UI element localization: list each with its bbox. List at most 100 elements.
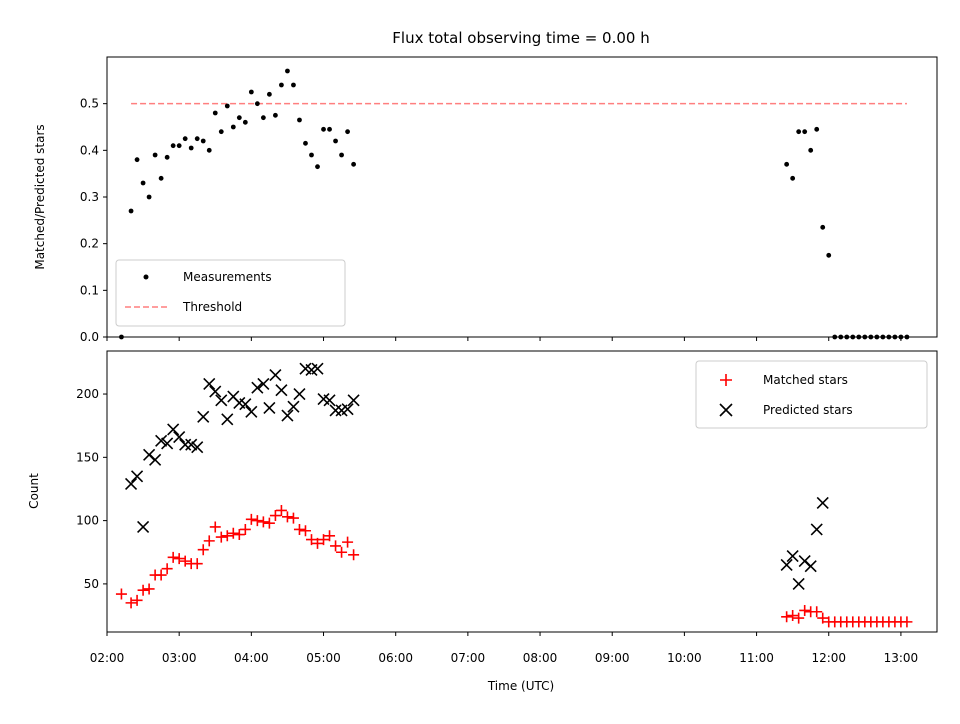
measurement-point: [206, 147, 212, 153]
measurement-point: [333, 138, 338, 144]
predicted-star-point: [257, 377, 270, 390]
x-tick-label: 08:00: [523, 651, 558, 665]
x-tick-label: 11:00: [739, 651, 774, 665]
predicted-star-point: [341, 403, 354, 416]
measurement-point: [327, 126, 332, 132]
matched-star-point: [342, 536, 354, 548]
predicted-star-point: [287, 400, 300, 413]
matched-star-point: [817, 612, 829, 624]
bottom-plot-area: [115, 362, 913, 628]
predicted-star-point: [311, 362, 324, 375]
matched-star-point: [269, 510, 281, 522]
bottom-legend: Matched stars Predicted stars: [695, 360, 928, 429]
matched-star-point: [324, 530, 336, 542]
matched-star-point: [811, 606, 823, 618]
predicted-star-point: [215, 394, 228, 407]
predicted-star-point: [792, 577, 805, 590]
predicted-star-point: [810, 523, 823, 536]
measurement-point: [345, 129, 350, 135]
predicted-star-point: [263, 401, 276, 415]
measurement-point: [224, 103, 230, 109]
predicted-star-point: [185, 438, 198, 451]
predicted-star-point: [786, 549, 799, 563]
matched-star-point: [131, 594, 143, 606]
top-y-tick-label: 0.1: [80, 283, 99, 297]
matched-star-point: [155, 569, 167, 581]
legend-threshold-label: Threshold: [182, 300, 242, 314]
measurement-point: [176, 143, 182, 149]
measurement-point: [146, 194, 152, 200]
x-tick-label: 10:00: [667, 651, 702, 665]
measurement-point: [212, 110, 218, 116]
predicted-star-point: [245, 405, 258, 418]
matched-star-point: [173, 553, 185, 565]
x-tick-label: 05:00: [306, 651, 341, 665]
chart-title: Flux total observing time = 0.00 h: [392, 29, 649, 47]
predicted-star-point: [293, 387, 306, 401]
measurement-point: [291, 82, 296, 88]
measurement-point: [248, 89, 254, 95]
measurement-point: [784, 161, 790, 167]
x-tick-label: 06:00: [378, 651, 413, 665]
matched-star-point: [781, 611, 793, 623]
matched-star-point: [793, 612, 805, 624]
predicted-star-point: [124, 477, 138, 490]
measurement-point: [297, 117, 302, 123]
predicted-star-point: [137, 520, 150, 534]
matched-star-point: [233, 529, 245, 541]
matched-star-point: [799, 604, 811, 616]
x-tick-label: 12:00: [811, 651, 846, 665]
predicted-star-point: [155, 434, 168, 447]
matched-star-point: [318, 534, 330, 546]
matched-star-point: [215, 531, 227, 543]
x-tick-label: 09:00: [595, 651, 630, 665]
measurement-point: [814, 126, 820, 132]
bottom-y-axis-label: Count: [27, 473, 41, 509]
top-y-tick-label: 0.3: [80, 190, 99, 204]
bottom-y-tick-label: 100: [76, 514, 99, 528]
top-legend: Measurements Threshold: [115, 259, 346, 327]
x-tick-label: 03:00: [162, 651, 197, 665]
measurement-point: [303, 140, 308, 146]
matched-star-point: [227, 527, 239, 539]
matched-star-point: [287, 512, 299, 524]
matched-star-point: [197, 544, 209, 556]
measurement-point: [820, 224, 826, 230]
predicted-star-point: [281, 409, 294, 422]
measurement-point: [164, 154, 170, 160]
matched-star-point: [179, 555, 191, 567]
measurement-point: [266, 91, 272, 97]
measurement-point: [254, 101, 260, 107]
matched-star-point: [293, 523, 305, 535]
matched-star-point: [137, 584, 149, 596]
predicted-star-point: [816, 496, 829, 509]
measurement-point: [242, 119, 248, 125]
predicted-star-point: [173, 431, 186, 444]
predicted-star-point: [275, 384, 288, 397]
measurement-point: [339, 152, 344, 158]
top-y-axis: 0.0 0.1 0.2 0.3 0.4 0.5: [80, 97, 107, 344]
measurement-point: [200, 138, 206, 144]
top-y-axis-label: Matched/Predicted stars: [33, 124, 47, 269]
measurement-point: [351, 161, 356, 167]
legend-measurements-marker: [143, 274, 149, 280]
bottom-legend-box: [695, 360, 928, 429]
measurement-point: [826, 252, 832, 258]
matched-star-point: [191, 558, 203, 570]
matched-star-point: [901, 616, 913, 628]
predicted-star-point: [161, 437, 174, 450]
matched-star-point: [125, 597, 137, 609]
measurement-point: [285, 68, 290, 74]
predicted-star-point: [239, 398, 252, 411]
x-tick-label: 07:00: [451, 651, 486, 665]
top-panel: Flux total observing time = 0.00 h Match…: [33, 29, 938, 344]
predicted-star-point: [167, 423, 180, 436]
measurement-point: [182, 136, 188, 142]
matched-star-point: [167, 551, 179, 563]
bottom-axes-frame: [106, 350, 938, 633]
matched-star-point: [221, 530, 233, 542]
bottom-y-tick-label: 50: [84, 577, 99, 591]
predicted-star-point: [131, 470, 144, 483]
legend-matched-label: Matched stars: [763, 373, 848, 387]
measurement-point: [134, 157, 140, 163]
